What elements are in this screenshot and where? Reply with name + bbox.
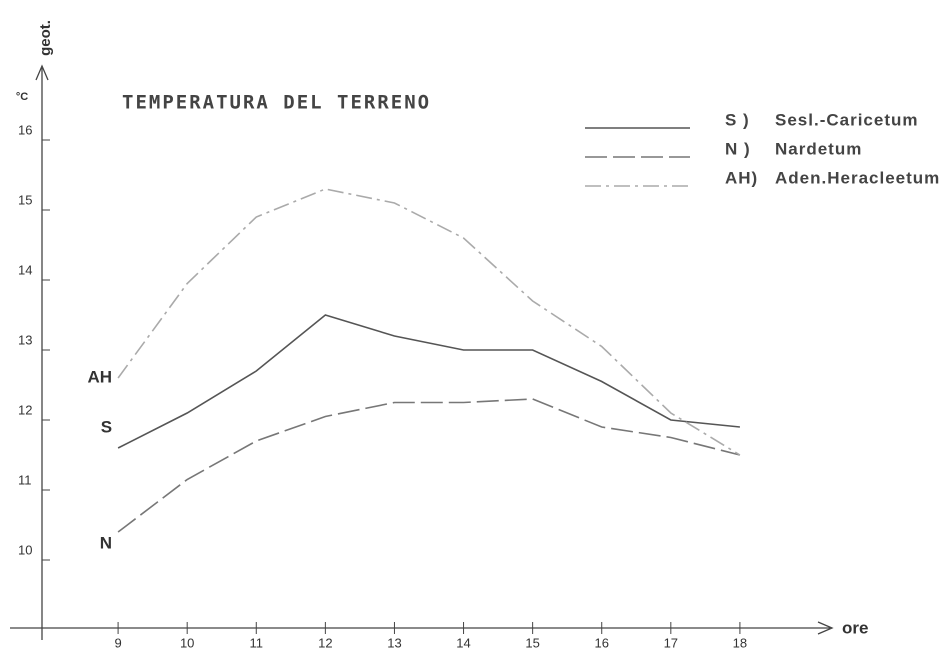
x-tick-label: 14 <box>456 635 470 650</box>
series-end-label: S <box>101 417 112 436</box>
x-tick-label: 16 <box>594 635 608 650</box>
chart-title: TEMPERATURA DEL TERRENO <box>122 92 431 114</box>
legend-label: Sesl.-Caricetum <box>775 110 919 129</box>
y-tick-label: 10 <box>18 542 32 557</box>
series-end-label: N <box>100 533 112 552</box>
x-tick-label: 13 <box>387 635 401 650</box>
y-axis-label: geot. <box>37 20 54 56</box>
x-tick-label: 18 <box>733 635 747 650</box>
x-tick-label: 9 <box>114 635 121 650</box>
y-tick-label: 13 <box>18 332 32 347</box>
y-unit: °C <box>16 91 28 103</box>
series-line <box>117 398 741 533</box>
legend-key: AH) <box>725 168 758 187</box>
legend-key: S ) <box>725 110 750 129</box>
series-line <box>117 188 741 456</box>
x-tick-label: 17 <box>664 635 678 650</box>
x-tick-label: 12 <box>318 635 332 650</box>
y-tick-label: 14 <box>18 262 32 277</box>
y-tick-label: 16 <box>18 122 32 137</box>
legend-key: N ) <box>725 139 751 158</box>
x-tick-label: 15 <box>525 635 539 650</box>
x-arrow <box>817 621 834 635</box>
y-arrow <box>35 64 49 81</box>
x-tick-label: 10 <box>180 635 194 650</box>
y-tick-label: 15 <box>18 192 32 207</box>
legend-label: Aden.Heracleetum <box>775 168 940 187</box>
x-tick-label: 11 <box>250 635 264 650</box>
x-axis-label: ore <box>842 618 868 637</box>
series-line <box>117 314 740 449</box>
legend-label: Nardetum <box>775 139 862 158</box>
series-end-label: AH <box>88 367 113 386</box>
y-tick-label: 11 <box>18 472 32 487</box>
y-tick-label: 12 <box>18 402 32 417</box>
